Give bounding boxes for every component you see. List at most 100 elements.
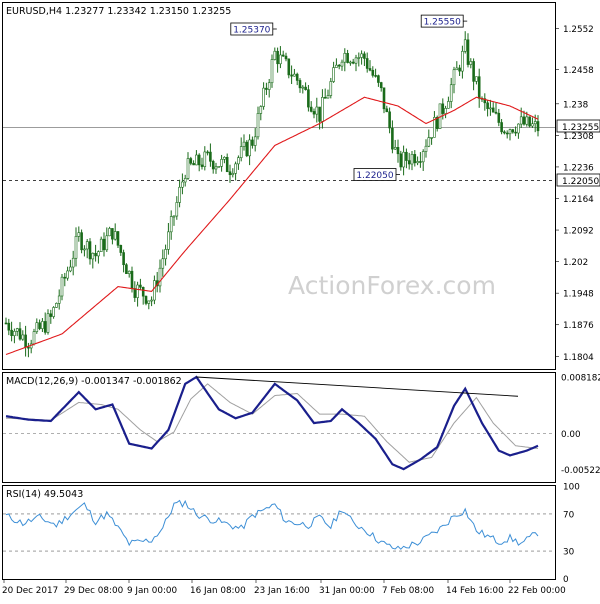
candle-body bbox=[508, 129, 512, 135]
candle-body bbox=[13, 331, 16, 336]
price-tick-label: 1.1804 bbox=[563, 353, 594, 363]
rsi-tick-label: 0 bbox=[563, 575, 569, 585]
candle-body bbox=[153, 280, 156, 301]
candle-body bbox=[200, 164, 204, 167]
candle-body bbox=[290, 74, 293, 77]
candle-body bbox=[38, 322, 41, 329]
candle-body bbox=[52, 307, 55, 317]
candle-body bbox=[503, 131, 506, 134]
candle-body bbox=[99, 238, 103, 252]
candle-body bbox=[427, 137, 431, 147]
candle-body bbox=[511, 129, 515, 133]
candle-body bbox=[181, 181, 184, 188]
candle-body bbox=[265, 87, 268, 90]
candle-body bbox=[192, 163, 195, 166]
macd-layer bbox=[3, 375, 555, 471]
candle-body bbox=[225, 156, 229, 173]
candle-body bbox=[519, 116, 523, 125]
candle-body bbox=[251, 139, 254, 146]
macd-tick-label: 0.008182 bbox=[561, 374, 600, 384]
macd-panel-frame bbox=[2, 372, 556, 483]
candle-body bbox=[175, 202, 179, 217]
candle-body bbox=[357, 57, 361, 59]
candle-body bbox=[167, 231, 170, 250]
candle-body bbox=[21, 334, 25, 340]
candle-body bbox=[122, 252, 125, 266]
candle-body bbox=[18, 328, 22, 340]
candle-body bbox=[32, 331, 36, 345]
candle-body bbox=[382, 87, 386, 110]
candle-body bbox=[477, 76, 481, 99]
candle-body bbox=[522, 116, 526, 125]
candle-body bbox=[312, 111, 316, 115]
candle-body bbox=[391, 127, 394, 150]
candle-body bbox=[259, 106, 263, 114]
candle-body bbox=[71, 257, 75, 268]
macd-label: MACD(12,26,9) -0.001347 -0.001862 bbox=[6, 376, 182, 387]
candle-body bbox=[164, 249, 167, 260]
rsi-tick-label: 30 bbox=[563, 548, 575, 558]
candle-body bbox=[253, 136, 257, 146]
candle-body bbox=[416, 161, 419, 164]
price-tick-label: 1.238 bbox=[563, 100, 588, 110]
candle-body bbox=[281, 54, 285, 57]
candle-body bbox=[413, 154, 417, 164]
candle-body bbox=[139, 284, 142, 288]
candle-body bbox=[514, 131, 517, 134]
candle-body bbox=[463, 39, 467, 52]
candle-body bbox=[486, 102, 489, 109]
candle-body bbox=[475, 76, 478, 82]
candle-body bbox=[158, 267, 162, 287]
x-tick-label: 22 Feb 00:00 bbox=[508, 586, 566, 596]
candle-body bbox=[256, 113, 260, 138]
candle-body bbox=[323, 97, 327, 99]
rsi-panel-frame bbox=[2, 485, 556, 580]
candle-body bbox=[35, 322, 39, 332]
macd-trendline bbox=[196, 376, 519, 397]
x-tick-label: 9 Jan 00:00 bbox=[127, 586, 178, 596]
candle-body bbox=[27, 346, 30, 349]
candle-body bbox=[7, 322, 11, 331]
candle-body bbox=[371, 69, 375, 76]
candle-body bbox=[500, 122, 503, 133]
candle-body bbox=[444, 108, 447, 114]
candle-body bbox=[186, 158, 190, 179]
candle-body bbox=[217, 166, 221, 168]
x-tick-label: 16 Jan 08:00 bbox=[190, 586, 246, 596]
candle-body bbox=[172, 215, 176, 218]
x-tick-label: 14 Feb 16:00 bbox=[446, 586, 504, 596]
price-tick-label: 1.2092 bbox=[563, 227, 594, 237]
candle-body bbox=[326, 95, 330, 99]
candle-body bbox=[466, 39, 470, 65]
price-tick-label: 1.2164 bbox=[563, 195, 594, 205]
candle-body bbox=[533, 121, 537, 125]
candle-body bbox=[116, 231, 120, 246]
candle-body bbox=[267, 82, 271, 90]
candle-body bbox=[63, 276, 67, 279]
candle-body bbox=[66, 270, 69, 279]
candle-body bbox=[365, 58, 369, 69]
candle-body bbox=[195, 154, 198, 166]
candle-body bbox=[335, 64, 338, 68]
candle-body bbox=[24, 334, 27, 348]
candle-body bbox=[211, 161, 215, 170]
candle-body bbox=[189, 158, 193, 164]
candle-body bbox=[424, 145, 428, 152]
candle-body bbox=[360, 53, 363, 58]
candle-body bbox=[449, 84, 453, 102]
candle-body bbox=[10, 329, 13, 336]
candle-body bbox=[483, 98, 487, 104]
candle-body bbox=[183, 178, 187, 183]
candle-body bbox=[57, 295, 61, 304]
candle-body bbox=[402, 151, 405, 168]
candle-body bbox=[494, 111, 498, 114]
candle-body bbox=[245, 141, 249, 157]
symbol-ohlc-label: EURUSD,H4 1.23277 1.23342 1.23150 1.2325… bbox=[6, 6, 231, 17]
candle-body bbox=[125, 264, 128, 275]
candle-body bbox=[55, 303, 58, 308]
macd-signal-line bbox=[6, 383, 539, 463]
candle-body bbox=[147, 300, 151, 304]
candle-body bbox=[279, 54, 282, 65]
candle-body bbox=[343, 53, 347, 63]
rsi-line bbox=[5, 499, 539, 550]
